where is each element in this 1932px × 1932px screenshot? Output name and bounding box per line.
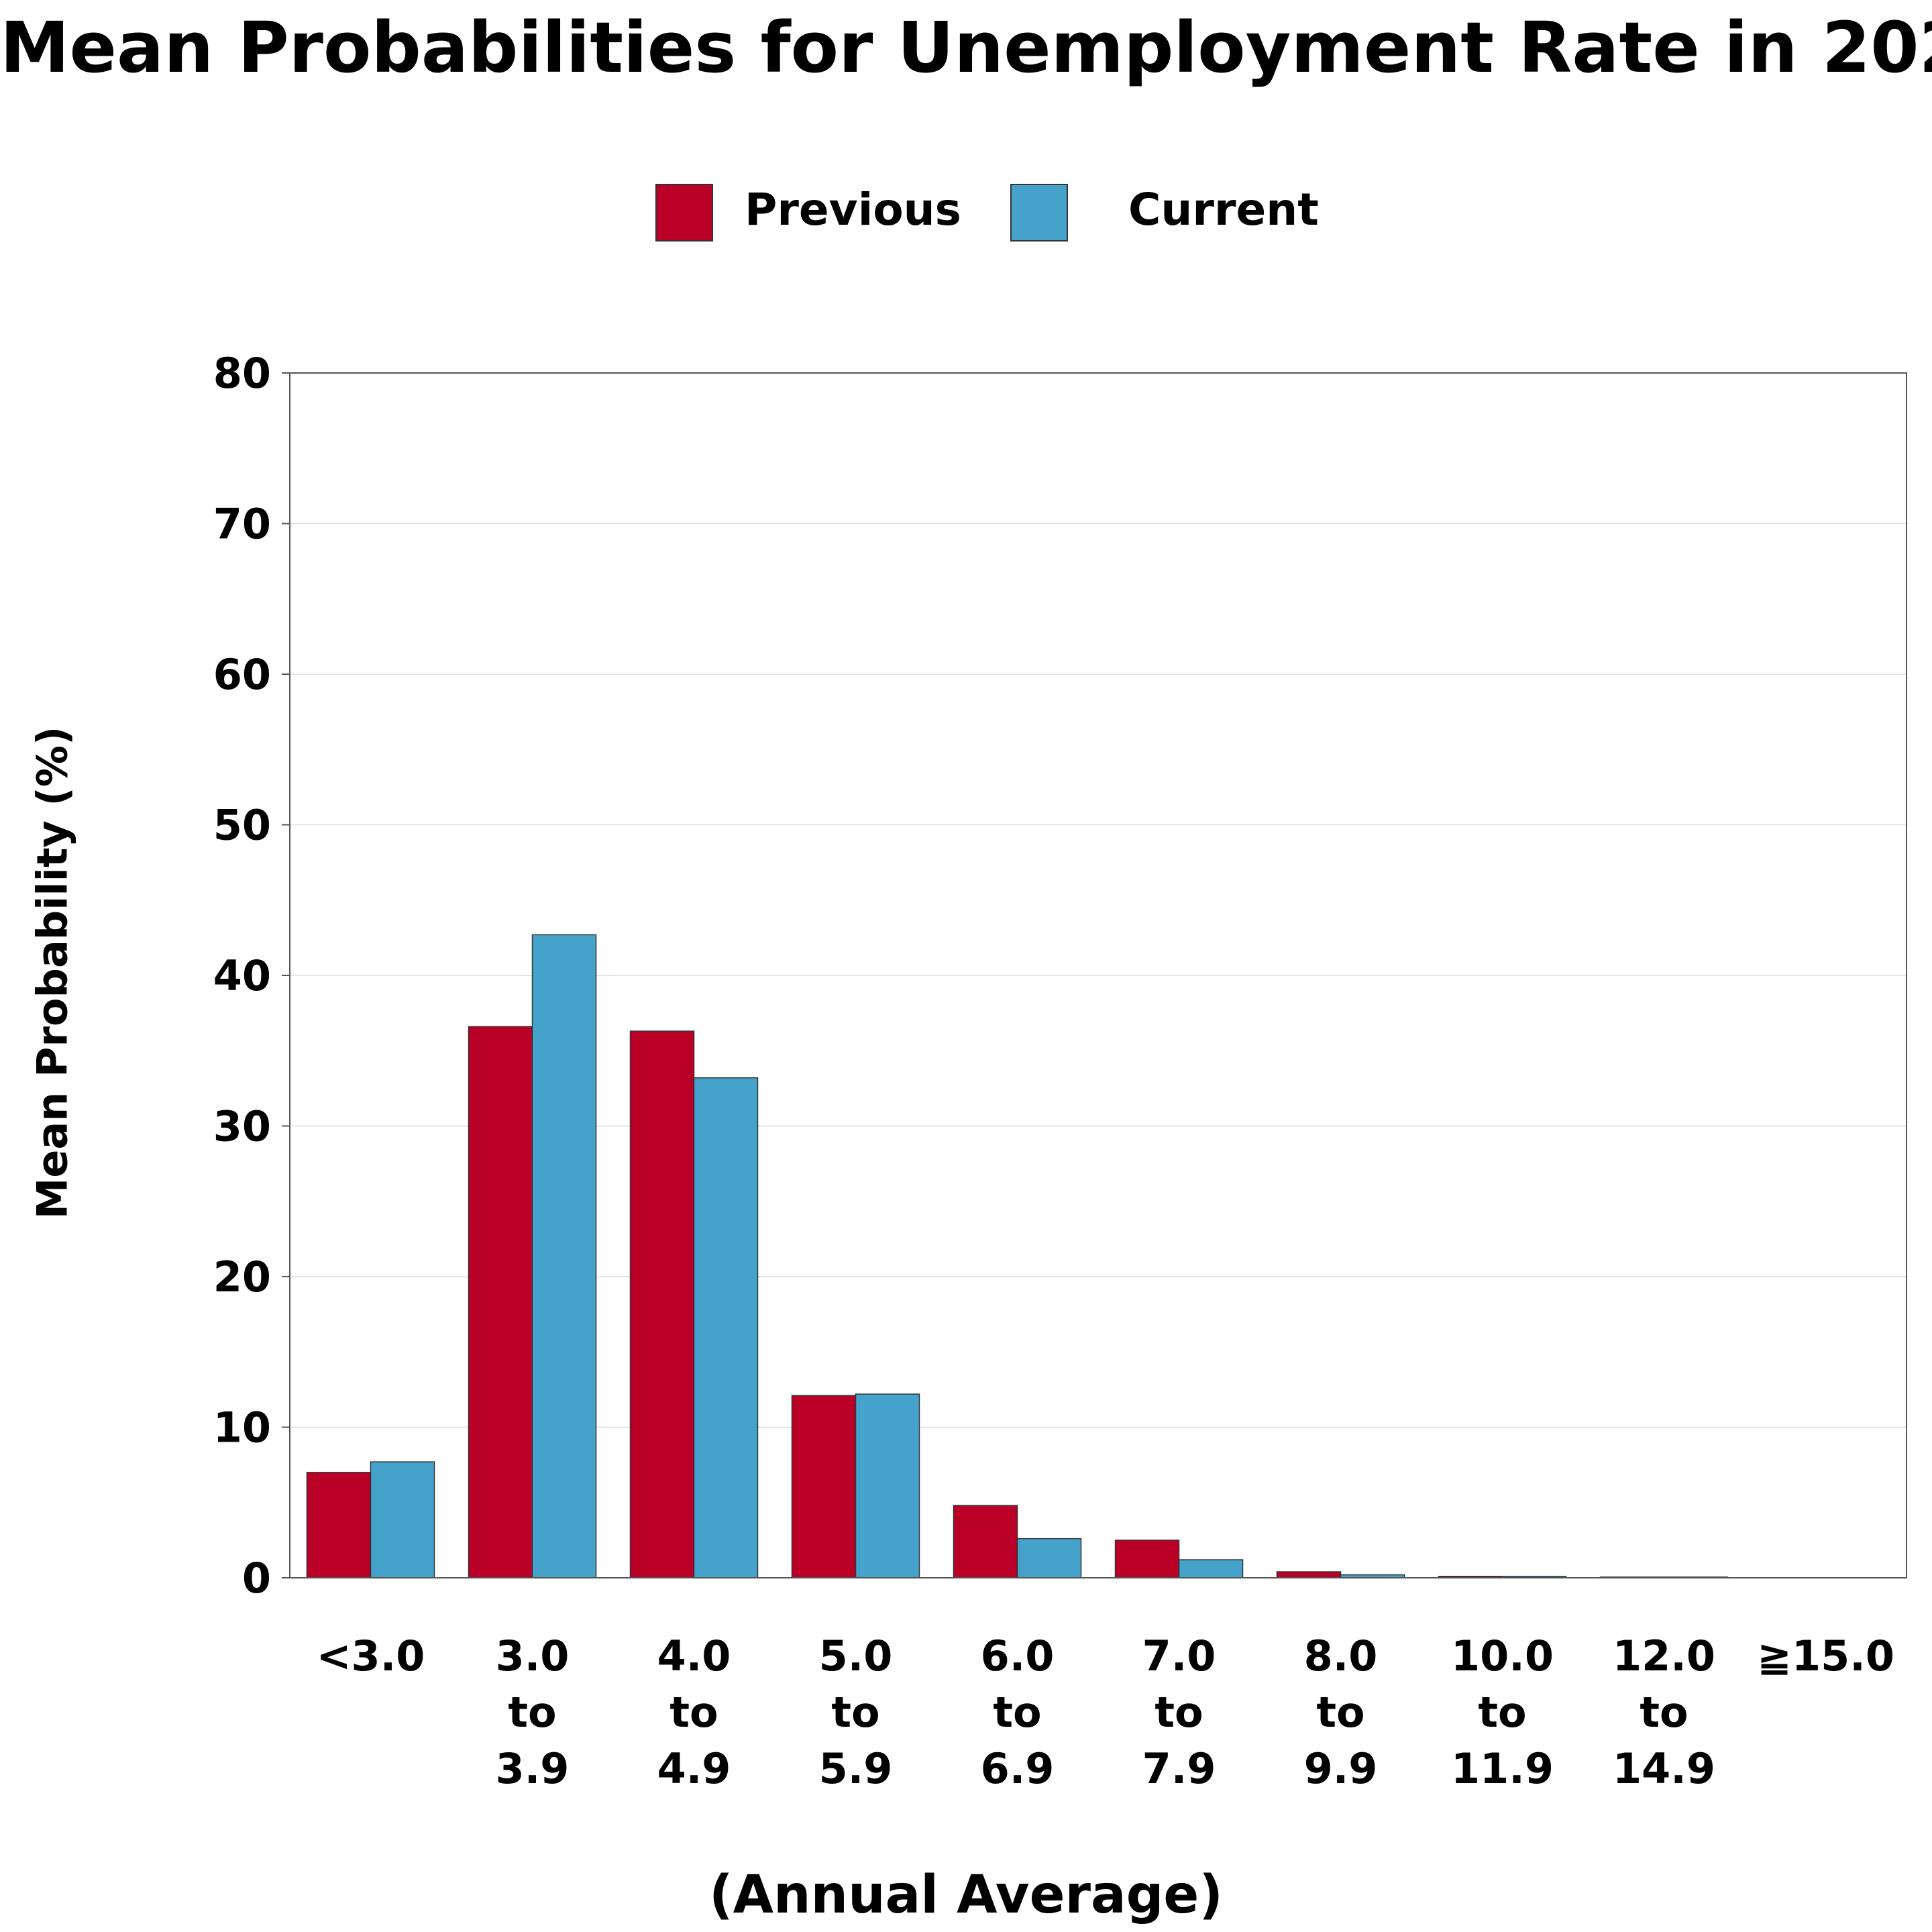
x-axis-label: (Annual Average) bbox=[709, 1865, 1223, 1925]
chart-title: Mean Probabilities for Unemployment Rate… bbox=[0, 7, 1932, 89]
legend-swatch-current bbox=[1010, 184, 1068, 241]
bar-previous bbox=[1276, 1571, 1342, 1578]
bar-current bbox=[855, 1393, 920, 1578]
y-tick-label: 20 bbox=[213, 1252, 271, 1301]
bar-previous bbox=[306, 1472, 372, 1578]
y-tick-label: 50 bbox=[213, 801, 271, 850]
legend-swatch-previous bbox=[655, 184, 713, 241]
bar-current bbox=[370, 1461, 435, 1578]
x-tick-label: 5.0 to 5.9 bbox=[819, 1631, 893, 1793]
y-tick-label: 10 bbox=[213, 1403, 271, 1452]
bar-previous bbox=[1114, 1540, 1180, 1578]
y-tick-label: 0 bbox=[242, 1554, 271, 1603]
bars bbox=[306, 934, 1729, 1578]
x-tick-label: <3.0 bbox=[317, 1631, 425, 1680]
x-tick-label: 8.0 to 9.9 bbox=[1304, 1631, 1378, 1793]
legend: Previous Current bbox=[0, 181, 1932, 248]
bar-current bbox=[693, 1077, 759, 1578]
bar-current bbox=[1016, 1538, 1082, 1578]
axes bbox=[282, 372, 1907, 1578]
bar-previous bbox=[791, 1395, 857, 1578]
bar-current bbox=[531, 934, 597, 1578]
x-tick-label: 3.0 to 3.9 bbox=[496, 1631, 570, 1793]
bar-previous bbox=[953, 1505, 1018, 1578]
y-tick-label: 30 bbox=[213, 1102, 271, 1151]
bar-previous bbox=[629, 1030, 695, 1578]
tick-labels: 0 10 20 30 40 50 60 70 80 <3.0 3.0 to 3.9 4.0 to 4.9 5.0… bbox=[213, 349, 1894, 1793]
bar-current bbox=[1178, 1559, 1244, 1578]
x-tick-label: 10.0 to 11.9 bbox=[1451, 1631, 1554, 1793]
y-tick-label: 60 bbox=[213, 650, 271, 699]
x-tick-label: ≧15.0 bbox=[1757, 1631, 1894, 1680]
y-tick-label: 70 bbox=[213, 500, 271, 549]
y-tick-label: 40 bbox=[213, 951, 271, 1000]
bar-previous bbox=[468, 1026, 533, 1578]
plot-frame bbox=[289, 372, 1907, 1578]
x-tick-label: 4.0 to 4.9 bbox=[657, 1631, 731, 1793]
x-tick-label: 7.0 to 7.9 bbox=[1142, 1631, 1216, 1793]
legend-label-previous: Previous bbox=[745, 184, 961, 235]
legend-label-current: Current bbox=[1128, 184, 1319, 235]
x-tick-label: 12.0 to 14.9 bbox=[1613, 1631, 1715, 1793]
y-tick-label: 80 bbox=[213, 349, 271, 398]
x-tick-label: 6.0 to 6.9 bbox=[981, 1631, 1055, 1793]
